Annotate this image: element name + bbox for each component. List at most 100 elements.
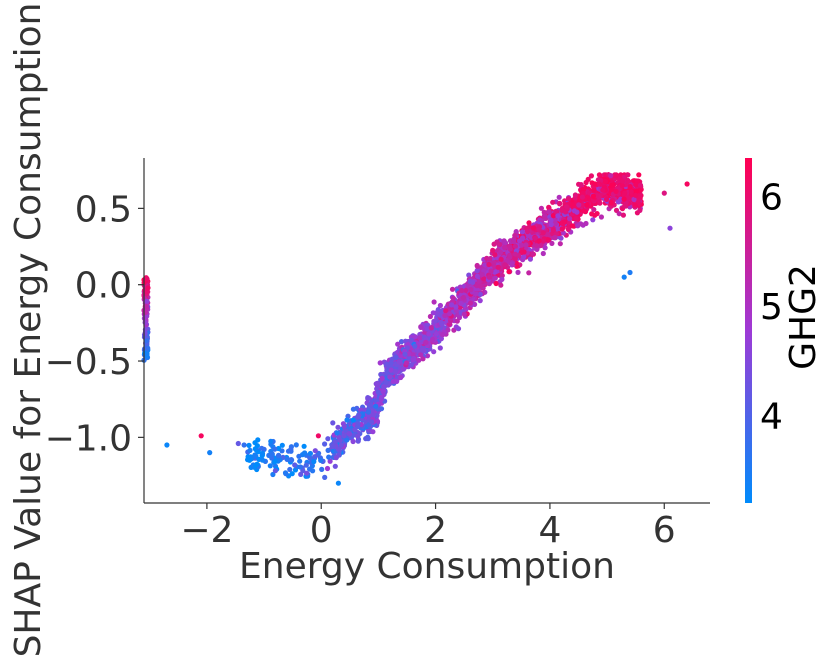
data-point — [417, 335, 423, 341]
nan-value-strip — [141, 275, 151, 363]
data-point — [310, 468, 316, 474]
data-point — [338, 442, 344, 448]
data-point — [335, 480, 341, 486]
data-point — [594, 211, 600, 217]
data-point — [245, 454, 251, 460]
data-point — [621, 274, 627, 280]
data-point — [241, 442, 247, 448]
data-point — [620, 212, 627, 218]
colorbar-tick-label: 4 — [760, 396, 783, 437]
data-point — [635, 197, 641, 203]
data-point — [575, 223, 581, 229]
data-point — [579, 194, 586, 200]
data-point — [410, 357, 416, 363]
nan-point — [144, 298, 150, 304]
data-point — [380, 388, 387, 394]
nan-point — [142, 330, 148, 336]
data-point — [526, 220, 532, 226]
data-point — [289, 471, 295, 477]
data-point — [633, 188, 640, 194]
data-point — [442, 312, 448, 319]
data-point — [540, 230, 546, 236]
data-point — [383, 379, 389, 386]
data-point — [565, 226, 571, 232]
data-point — [307, 450, 313, 457]
data-point — [619, 183, 625, 189]
data-point — [523, 242, 529, 248]
nan-point — [144, 351, 150, 357]
data-point — [502, 240, 509, 246]
data-point — [288, 457, 294, 463]
data-point — [458, 300, 464, 306]
data-point — [403, 360, 410, 366]
x-tick-label: 6 — [653, 510, 676, 551]
data-point — [277, 457, 283, 463]
data-point — [622, 190, 628, 196]
data-point — [319, 466, 325, 472]
data-point — [402, 351, 408, 357]
data-point — [431, 299, 437, 305]
x-tick-label: 0 — [310, 510, 333, 551]
colorbar — [745, 158, 752, 503]
data-point — [507, 246, 513, 252]
data-point — [574, 209, 580, 215]
data-point — [633, 182, 639, 188]
data-point — [350, 438, 356, 445]
data-point — [584, 202, 590, 208]
data-point — [519, 242, 525, 248]
data-point — [198, 433, 204, 439]
data-point — [512, 256, 518, 262]
data-point — [620, 178, 626, 184]
data-point — [325, 447, 331, 453]
data-point — [327, 458, 333, 464]
data-point — [550, 199, 556, 205]
data-point — [395, 341, 401, 347]
data-point — [272, 446, 278, 452]
y-tick-label: 0.0 — [75, 266, 132, 307]
data-point — [493, 280, 499, 287]
data-point — [430, 336, 436, 343]
data-point — [613, 188, 619, 194]
data-point — [445, 327, 451, 333]
data-point — [396, 359, 402, 365]
data-point — [585, 176, 591, 182]
data-point — [344, 417, 350, 423]
data-point — [297, 458, 303, 464]
data-point — [597, 200, 603, 206]
data-point — [455, 326, 462, 332]
data-point — [550, 227, 557, 233]
data-point — [534, 243, 540, 249]
data-point — [341, 423, 347, 429]
data-point — [371, 412, 377, 418]
data-point — [384, 370, 390, 376]
data-point — [375, 389, 381, 395]
data-point — [637, 207, 643, 213]
data-point — [296, 453, 302, 459]
data-point — [347, 431, 353, 437]
data-point — [252, 463, 259, 469]
data-point — [373, 403, 379, 409]
data-point — [562, 209, 569, 215]
data-point — [393, 354, 399, 360]
y-tick-label: −1.0 — [45, 418, 132, 459]
data-point — [580, 202, 586, 208]
data-point — [487, 256, 493, 262]
data-point — [408, 337, 414, 343]
data-point — [569, 202, 575, 208]
data-point — [474, 273, 481, 279]
data-point — [540, 250, 546, 257]
data-point — [410, 352, 416, 358]
data-point — [596, 181, 602, 187]
data-point — [609, 187, 615, 193]
data-point — [616, 211, 622, 217]
data-point — [315, 433, 321, 439]
data-point — [259, 457, 266, 463]
data-point — [632, 202, 638, 208]
data-point — [355, 421, 361, 427]
data-point — [557, 241, 563, 247]
data-point — [550, 213, 557, 219]
data-point — [546, 204, 552, 210]
data-point — [292, 462, 298, 468]
data-point — [613, 173, 619, 179]
